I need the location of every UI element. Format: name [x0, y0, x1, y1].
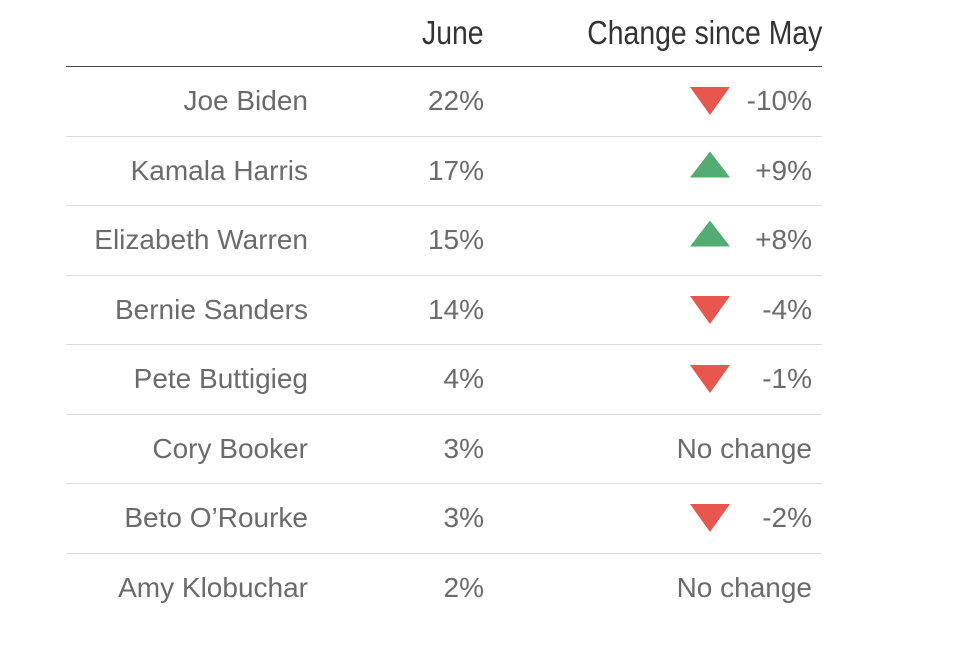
table-row: Elizabeth Warren 15% +8% [66, 206, 822, 276]
column-header-june: June [422, 14, 484, 51]
candidate-name: Elizabeth Warren [94, 224, 308, 256]
candidate-name: Kamala Harris [130, 154, 308, 186]
june-value: 17% [427, 154, 484, 186]
table-row: Cory Booker 3% No change [66, 415, 822, 484]
change-value: -1% [762, 363, 812, 395]
candidate-name: Joe Biden [183, 85, 308, 117]
candidate-name: Beto O’Rourke [124, 502, 308, 534]
table-row: Bernie Sanders 14% -4% [66, 276, 822, 345]
june-value: 3% [443, 432, 484, 464]
june-value: 4% [443, 363, 484, 395]
poll-table: June Change since May Joe Biden 22% -10% Ka… [66, 0, 822, 623]
table-row: Amy Klobuchar 2% No change [66, 554, 822, 624]
table-body: Joe Biden 22% -10% Kamala Harris 17% +9% Eliza… [66, 67, 822, 623]
down-triangle-icon [690, 295, 730, 324]
column-header-change: Change since May [586, 14, 822, 51]
table-header: June Change since May [66, 0, 822, 67]
change-value: -4% [762, 293, 812, 325]
june-value: 14% [427, 293, 484, 325]
change-value: +9% [755, 154, 812, 186]
june-value: 22% [427, 85, 484, 117]
candidate-name: Amy Klobuchar [118, 572, 308, 604]
change-value: +8% [755, 224, 812, 256]
up-triangle-icon [690, 151, 730, 178]
table-row: Kamala Harris 17% +9% [66, 137, 822, 206]
down-triangle-icon [690, 87, 730, 116]
change-value: -10% [746, 85, 812, 117]
table-row: Beto O’Rourke 3% -2% [66, 484, 822, 554]
candidate-name: Cory Booker [152, 432, 308, 464]
candidate-name: Bernie Sanders [114, 293, 308, 325]
table-row: Pete Buttigieg 4% -1% [66, 345, 822, 415]
change-value: No change [676, 572, 812, 604]
june-value: 2% [443, 572, 484, 604]
down-triangle-icon [690, 504, 730, 533]
table-row: Joe Biden 22% -10% [66, 67, 822, 137]
june-value: 15% [427, 224, 484, 256]
up-triangle-icon [690, 220, 730, 247]
june-value: 3% [443, 502, 484, 534]
change-value: No change [676, 432, 812, 464]
candidate-name: Pete Buttigieg [133, 363, 308, 395]
change-value: -2% [762, 502, 812, 534]
down-triangle-icon [690, 365, 730, 394]
